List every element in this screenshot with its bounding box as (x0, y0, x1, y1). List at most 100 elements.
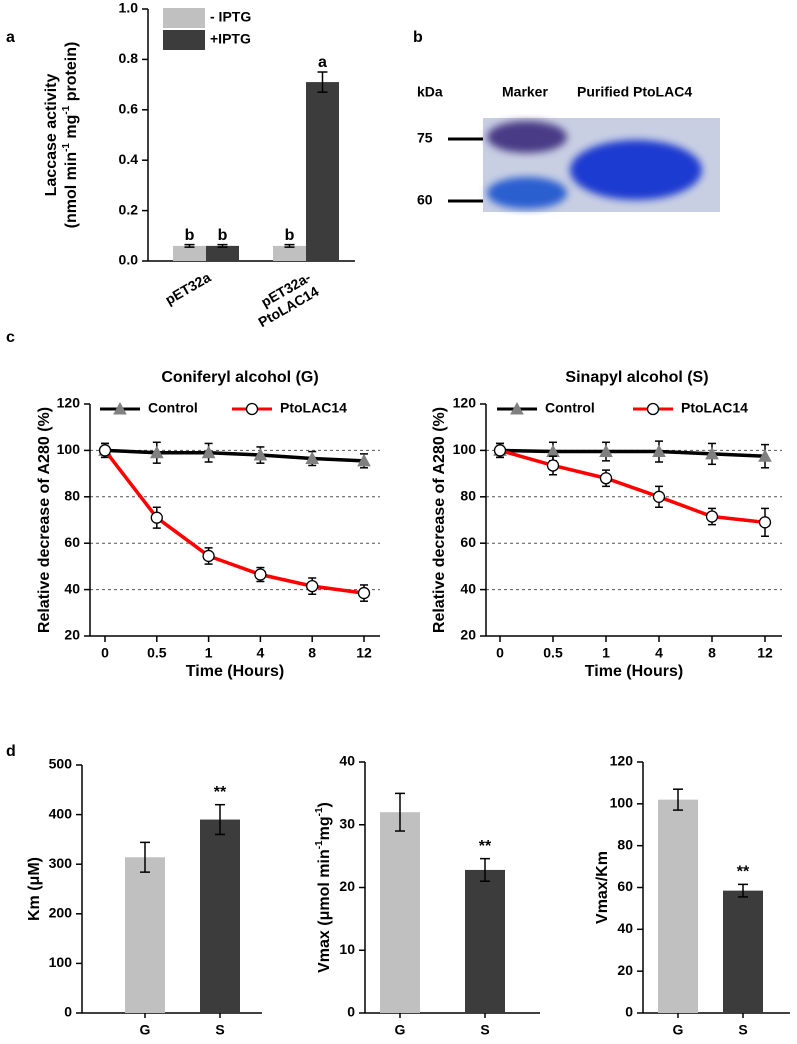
x-axis-label: Time (Hours) (585, 663, 683, 680)
error-bar (480, 857, 490, 882)
chart: 0 100 200 300 400 500 Km (μM) G S ** (26, 756, 262, 1038)
series-line (104, 448, 365, 463)
error-bar (184, 243, 195, 248)
marker (652, 490, 666, 503)
chart-title: Sinapyl alcohol (S) (565, 369, 708, 386)
error-bar (140, 841, 150, 873)
error-bar (395, 792, 405, 832)
y-tick-label: 100 (49, 954, 73, 970)
bar (273, 245, 306, 261)
y-tick-label: 0 (64, 1004, 72, 1020)
y-axis-label-part: -1 (314, 840, 325, 849)
y-tick-label: 80 (64, 488, 80, 504)
marker (705, 510, 719, 523)
size-label: 75 (417, 130, 433, 146)
y-tick-label: 10 (339, 941, 355, 957)
marker (149, 445, 164, 459)
error-bar (673, 788, 683, 811)
legend-swatch (163, 8, 205, 28)
significance-letter: b (218, 227, 228, 244)
y-tick-label: 40 (339, 753, 355, 769)
y-axis-label-part: -1 (61, 143, 72, 152)
legend-label: Control (148, 400, 198, 416)
y-axis-label: Relative decrease of A280 (%) (431, 407, 448, 633)
annotation: ** (737, 864, 750, 881)
y-tick-label: 0.6 (119, 101, 139, 117)
marker (357, 453, 371, 467)
y-axis-label-part: Laccase activity (43, 74, 60, 197)
marker (306, 579, 319, 593)
marker (705, 446, 719, 460)
y-tick-label: 0.0 (119, 252, 139, 268)
y-axis-label-part: Vmax (μmol min (316, 849, 333, 973)
x-tick-label: 8 (708, 645, 716, 661)
y-tick-label: 120 (610, 753, 634, 769)
y-tick-label: 80 (460, 488, 476, 504)
y-axis-label: Vmax/Km (594, 851, 611, 924)
x-tick-label: S (480, 1022, 489, 1038)
y-tick-label: 0.2 (119, 201, 139, 217)
x-tick-label: G (673, 1022, 684, 1038)
bar (173, 245, 206, 261)
x-tick-label: 4 (655, 645, 663, 661)
annotation: ** (214, 784, 227, 801)
protein-band (570, 140, 702, 200)
panel-label: a (6, 29, 15, 46)
marker (357, 586, 371, 600)
y-tick-label: 200 (49, 905, 73, 921)
x-tick-label: G (395, 1022, 406, 1038)
y-axis-label-part: Relative decrease of A280 (%) (36, 407, 53, 633)
marker (253, 447, 268, 461)
y-axis-label-part: -1 (61, 105, 72, 114)
marker (646, 402, 660, 416)
marker (758, 516, 772, 529)
marker (599, 444, 613, 458)
x-tick-label: 12 (356, 645, 372, 661)
legend-label: - IPTG (210, 9, 251, 25)
error-bar (738, 883, 748, 898)
marker-band (487, 177, 567, 209)
size-label: 60 (417, 192, 433, 208)
y-tick-label: 60 (64, 534, 80, 550)
y-tick-label: 30 (339, 815, 355, 831)
significance-letter: b (285, 227, 295, 244)
lane-label: Marker (502, 84, 548, 100)
x-tick-label: 8 (308, 645, 316, 661)
y-tick-label: 1.0 (119, 0, 139, 16)
marker (599, 472, 613, 485)
marker (546, 459, 560, 472)
x-tick-label: 0 (496, 645, 504, 661)
series-line (103, 449, 365, 595)
y-axis-label: Km (μM) (26, 857, 43, 921)
bar (306, 82, 339, 261)
y-tick-label: 60 (617, 878, 633, 894)
chart: 0 20 40 60 80 100 120 Vmax/Km G S ** (594, 753, 790, 1038)
y-tick-label: 60 (460, 534, 476, 550)
y-axis-label-part: Relative decrease of A280 (%) (431, 407, 448, 633)
x-tick-label: 0.5 (543, 645, 563, 661)
marker (510, 401, 524, 415)
marker (305, 451, 320, 465)
significance-letter: b (185, 227, 195, 244)
marker (113, 401, 127, 415)
series-line (499, 448, 766, 458)
x-tick-label: pET32a (162, 269, 213, 308)
marker (758, 449, 772, 462)
gel: kDa Marker Purified PtoLAC4 75 60 (417, 84, 720, 212)
bar (380, 812, 420, 1013)
y-axis-label-part: protein) (63, 42, 80, 106)
y-tick-label: 400 (49, 805, 73, 821)
error-bar (217, 243, 228, 248)
legend-swatch (163, 30, 205, 50)
y-tick-label: 500 (49, 756, 73, 772)
y-axis-label: Vmax (μmol min-1mg-1) (314, 802, 333, 973)
y-axis-label: Laccase activity (43, 74, 60, 197)
error-bar (215, 803, 225, 836)
x-tick-label: 4 (257, 645, 265, 661)
bar (465, 869, 505, 1013)
y-axis-label-part: Km (μM) (26, 857, 43, 921)
marker (254, 568, 267, 581)
significance-letter: a (318, 54, 327, 71)
y-axis-label-part: -1 (314, 807, 325, 816)
